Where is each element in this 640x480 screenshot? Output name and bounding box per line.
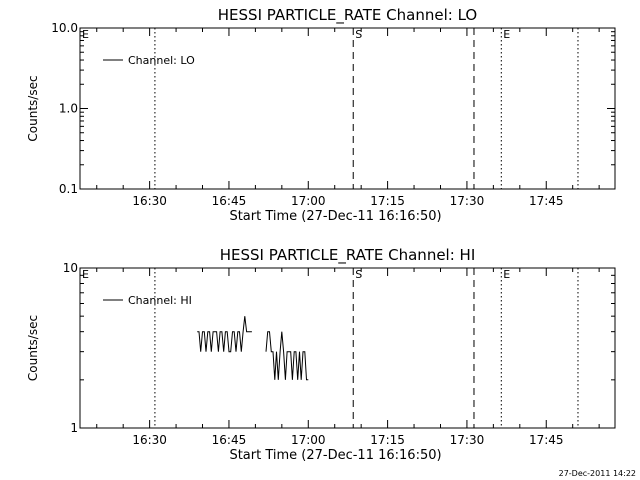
- y-tick-label: 0.1: [59, 182, 78, 196]
- x-tick-label: 17:15: [370, 194, 405, 208]
- x-tick-label: 17:00: [291, 194, 326, 208]
- y-tick-label: 10.0: [51, 21, 78, 35]
- y-tick-label: 10: [63, 261, 78, 275]
- event-marker-label: E: [82, 268, 89, 281]
- chart-title: HESSI PARTICLE_RATE Channel: HI: [220, 246, 476, 265]
- x-tick-label: 17:30: [450, 194, 485, 208]
- plot-frame: [79, 27, 616, 190]
- plot-frame: [79, 267, 616, 429]
- footer-timestamp: 27-Dec-2011 14:22: [559, 469, 636, 478]
- legend-label: Channel: LO: [128, 54, 195, 67]
- y-axis-label: Counts/sec: [26, 75, 40, 141]
- event-marker-label: S: [355, 28, 362, 41]
- x-tick-label: 16:30: [132, 194, 167, 208]
- legend-label: Channel: HI: [128, 294, 192, 307]
- x-axis-label: Start Time (27-Dec-11 16:16:50): [229, 448, 441, 463]
- chart-title: HESSI PARTICLE_RATE Channel: LO: [218, 6, 477, 25]
- event-marker-label: E: [503, 28, 510, 41]
- panel-lo: HESSI PARTICLE_RATE Channel: LO 16:30 16:4…: [26, 6, 616, 224]
- y-tick-label: 1.0: [59, 102, 78, 116]
- event-marker-label: S: [355, 268, 362, 281]
- x-tick-label: 17:15: [370, 433, 405, 447]
- x-tick-label: 16:30: [132, 433, 167, 447]
- y-tick-label: 1: [70, 421, 78, 435]
- x-tick-label: 16:45: [212, 433, 247, 447]
- series-line: [197, 316, 309, 381]
- event-marker-label: E: [82, 28, 89, 41]
- x-tick-label: 16:45: [212, 194, 247, 208]
- x-tick-label: 17:00: [291, 433, 326, 447]
- panel-hi: HESSI PARTICLE_RATE Channel: HI 16:30 16:4…: [26, 246, 616, 463]
- x-tick-label: 17:45: [529, 433, 564, 447]
- event-marker-label: E: [503, 268, 510, 281]
- x-axis-label: Start Time (27-Dec-11 16:16:50): [229, 209, 441, 224]
- x-tick-label: 17:30: [450, 433, 485, 447]
- x-tick-label: 17:45: [529, 194, 564, 208]
- y-axis-label: Counts/sec: [26, 315, 40, 381]
